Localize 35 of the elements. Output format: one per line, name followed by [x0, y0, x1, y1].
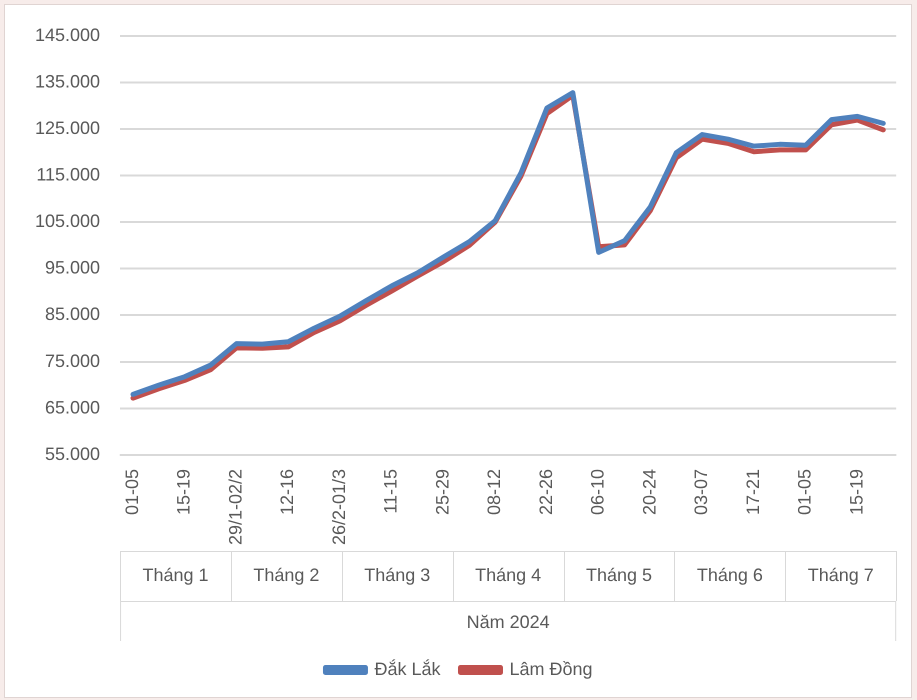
y-tick-label: 65.000: [45, 397, 100, 418]
text: Tháng 3: [364, 564, 430, 585]
y-tick-label: 95.000: [45, 258, 100, 278]
legend-label: Lâm Đồng: [509, 658, 593, 679]
x-tick-label: 22-26: [536, 468, 556, 515]
y-tick-label: 135.000: [34, 71, 100, 92]
x-tick-label: 15-19: [846, 468, 866, 515]
x-tick-label: 08-12: [484, 468, 504, 515]
x-tick-label: 01-05: [794, 468, 815, 515]
legend-label: Đắk Lắk: [374, 658, 442, 679]
x-tick-label: 29/1-02/2: [225, 468, 246, 545]
x-tick-label: 12-16: [277, 468, 298, 515]
y-tick-label: 105.000: [34, 211, 100, 232]
x-tick-label: 06-10: [588, 468, 608, 515]
x-tick-label: 20-24: [639, 468, 660, 515]
x-tick-label: 15-19: [174, 468, 194, 515]
y-tick-label: 85.000: [45, 304, 100, 324]
x-tick-label: 26/2-01/3: [328, 468, 349, 545]
x-tick-label: 25-29: [432, 468, 452, 515]
y-tick-label: 125.000: [34, 118, 100, 138]
x-tick-label: 01-05: [122, 468, 142, 515]
y-tick-label: 55.000: [45, 444, 100, 464]
x-tick-label: 11-15: [380, 468, 401, 514]
text: Tháng 2: [253, 564, 320, 585]
y-tick-label: 115.000: [36, 164, 100, 184]
x-tick-label: 17-21: [742, 468, 763, 515]
text: Tháng 5: [586, 564, 652, 585]
text: Tháng 7: [808, 564, 874, 585]
x-axis-title: Năm 2024: [466, 612, 550, 632]
y-tick-label: 75.000: [45, 350, 100, 371]
text: Tháng 1: [142, 564, 209, 585]
text: Tháng 6: [696, 564, 763, 585]
y-tick-label: 145.000: [34, 24, 100, 45]
x-tick-label: 03-07: [691, 468, 712, 515]
text: Tháng 4: [475, 564, 542, 585]
